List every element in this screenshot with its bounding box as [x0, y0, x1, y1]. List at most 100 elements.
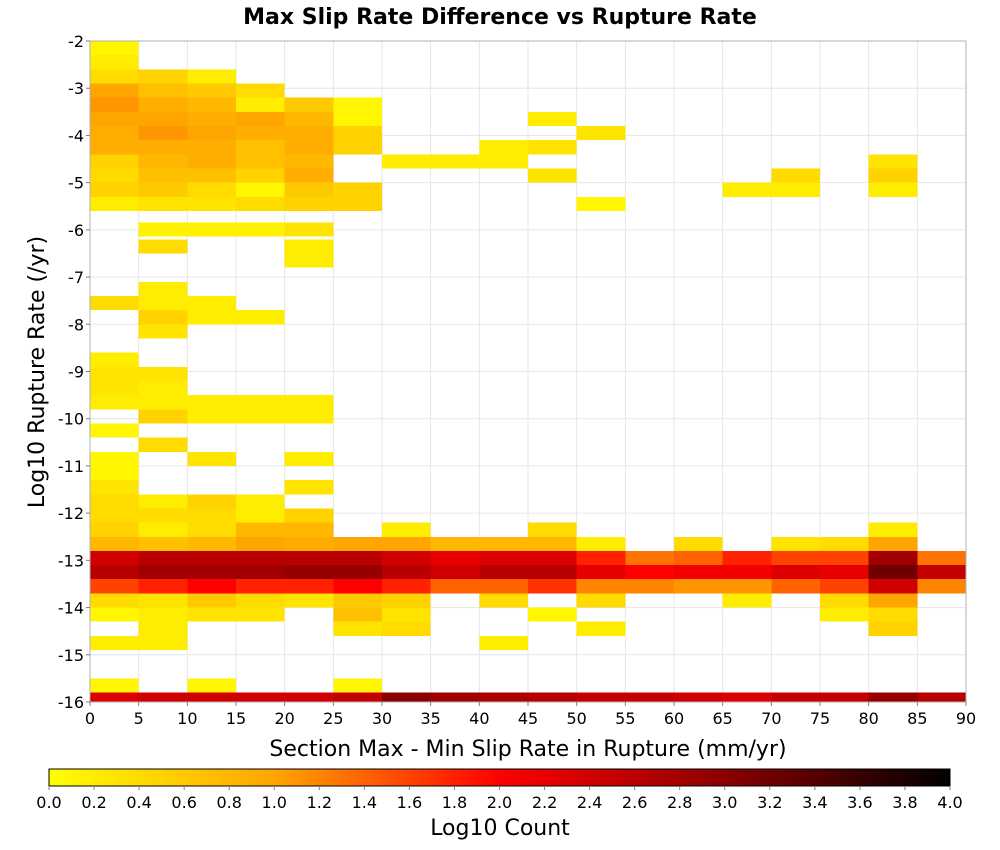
- heatmap-cell: [90, 692, 139, 702]
- heatmap-cell: [868, 692, 918, 702]
- heatmap-cell: [284, 522, 334, 537]
- heatmap-cell: [236, 140, 285, 155]
- heatmap-cells: [90, 41, 966, 702]
- heatmap-cell: [674, 536, 723, 551]
- heatmap-cell: [868, 579, 918, 594]
- heatmap-cell: [187, 196, 236, 211]
- heatmap-cell: [236, 395, 285, 410]
- heatmap-cell: [90, 494, 139, 509]
- heatmap-cell: [479, 154, 528, 169]
- heatmap-cell: [187, 182, 236, 197]
- x-tick-label: 80: [858, 709, 878, 728]
- heatmap-cell: [820, 565, 869, 580]
- heatmap-cell: [284, 196, 334, 211]
- heatmap-cell: [479, 692, 528, 702]
- colorbar-tick-label: 1.8: [442, 793, 467, 812]
- heatmap-cell: [576, 196, 626, 211]
- heatmap-cell: [333, 111, 382, 126]
- heatmap-cell: [138, 380, 188, 396]
- heatmap-cell: [528, 168, 577, 183]
- heatmap-cell: [236, 196, 285, 211]
- heatmap-cell: [430, 536, 480, 551]
- colorbar: [48, 768, 951, 787]
- colorbar-tick-label: 0.6: [171, 793, 196, 812]
- heatmap-cell: [236, 579, 285, 594]
- heatmap-cell: [674, 579, 723, 594]
- heatmap-cell: [90, 55, 139, 70]
- heatmap-cell: [138, 97, 188, 112]
- y-tick-label: -2: [68, 32, 84, 51]
- heatmap-cell: [868, 182, 918, 197]
- colorbar-tick-label: 0.8: [216, 793, 241, 812]
- heatmap-cell: [90, 168, 139, 183]
- heatmap-cell: [90, 366, 139, 381]
- heatmap-cell: [430, 692, 480, 702]
- heatmap-cell: [868, 621, 918, 636]
- heatmap-cell: [479, 536, 528, 551]
- heatmap-cell: [528, 579, 577, 594]
- y-tick-label: -3: [68, 79, 84, 98]
- heatmap-cell: [528, 565, 577, 580]
- colorbar-tick-label: 3.0: [712, 793, 737, 812]
- heatmap-cell: [382, 579, 431, 594]
- heatmap-cell: [333, 621, 382, 636]
- colorbar-tick-label: 1.6: [397, 793, 422, 812]
- heatmap-cell: [138, 310, 188, 325]
- heatmap-cell: [90, 154, 139, 169]
- y-tick-label: -11: [58, 457, 84, 476]
- heatmap-cell: [820, 550, 869, 566]
- heatmap-cell: [90, 536, 139, 551]
- heatmap-cell: [576, 565, 626, 580]
- heatmap-cell: [138, 437, 188, 452]
- heatmap-cell: [528, 111, 577, 126]
- x-tick-label: 55: [615, 709, 635, 728]
- heatmap-cell: [333, 196, 382, 211]
- heatmap-cell: [430, 579, 480, 594]
- heatmap-cell: [917, 550, 966, 566]
- y-axis-title: Log10 Rupture Rate (/yr): [25, 236, 50, 508]
- heatmap-cell: [284, 239, 334, 254]
- heatmap-cell: [868, 550, 918, 566]
- heatmap-cell: [138, 324, 188, 339]
- heatmap-cell: [138, 565, 188, 580]
- heatmap-cell: [187, 565, 236, 580]
- x-tick-label: 35: [420, 709, 440, 728]
- heatmap-cell: [236, 97, 285, 112]
- heatmap-cell: [284, 565, 334, 580]
- heatmap-cell: [138, 281, 188, 296]
- heatmap-cell: [187, 69, 236, 84]
- heatmap-cell: [333, 140, 382, 155]
- heatmap-cell: [382, 607, 431, 622]
- colorbar-tick-label: 2.2: [532, 793, 557, 812]
- colorbar-tick-label: 0.0: [36, 793, 61, 812]
- heatmap-cell: [722, 593, 772, 608]
- colorbar-tick-label: 3.6: [847, 793, 872, 812]
- heatmap-cell: [138, 395, 188, 410]
- heatmap-cell: [138, 111, 188, 126]
- heatmap-cell: [284, 182, 334, 197]
- heatmap-cell: [528, 522, 577, 537]
- heatmap-cell: [820, 536, 869, 551]
- heatmap-cell: [284, 451, 334, 466]
- heatmap-cell: [138, 550, 188, 566]
- heatmap-cell: [674, 692, 723, 702]
- heatmap-cell: [187, 678, 236, 693]
- heatmap-cell: [771, 565, 820, 580]
- x-tick-label: 60: [664, 709, 684, 728]
- heatmap-cell: [90, 465, 139, 481]
- heatmap-cell: [138, 692, 188, 702]
- heatmap-cell: [236, 607, 285, 622]
- heatmap-cell: [284, 692, 334, 702]
- heatmap-cell: [917, 579, 966, 594]
- heatmap-cell: [868, 154, 918, 169]
- y-tick-label: -12: [58, 504, 84, 523]
- heatmap-cell: [138, 182, 188, 197]
- heatmap-cell: [187, 508, 236, 523]
- x-tick-label: 75: [810, 709, 830, 728]
- heatmap-cell: [90, 565, 139, 580]
- heatmap-cell: [771, 168, 820, 183]
- heatmap-cell: [138, 508, 188, 523]
- heatmap-cell: [284, 508, 334, 523]
- heatmap-cell: [138, 83, 188, 98]
